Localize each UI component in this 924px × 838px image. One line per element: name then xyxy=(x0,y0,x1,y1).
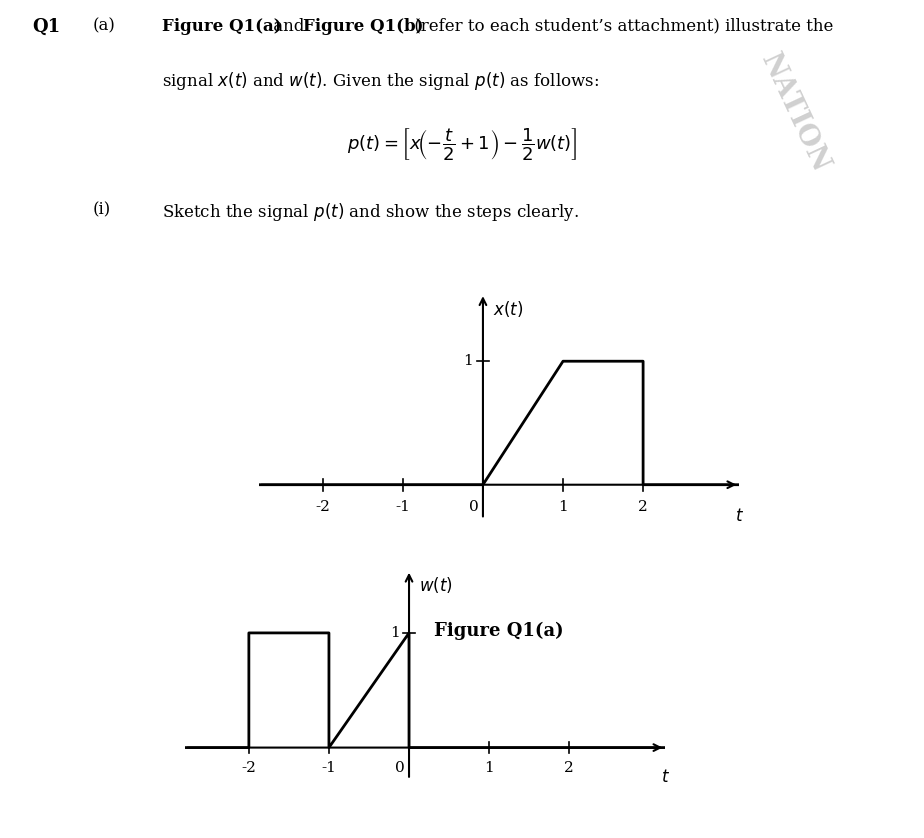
Text: Q1: Q1 xyxy=(32,18,60,35)
Text: (a): (a) xyxy=(92,18,116,34)
Text: -2: -2 xyxy=(315,499,330,514)
Text: 0: 0 xyxy=(469,499,479,514)
Text: -1: -1 xyxy=(395,499,410,514)
Text: (refer to each student’s attachment) illustrate the: (refer to each student’s attachment) ill… xyxy=(409,18,833,34)
Text: -1: -1 xyxy=(322,762,336,775)
Text: Figure Q1(b): Figure Q1(b) xyxy=(303,18,423,34)
Text: $t$: $t$ xyxy=(736,507,744,525)
Text: 1: 1 xyxy=(484,762,494,775)
Text: NATION: NATION xyxy=(755,49,834,177)
Text: $x(t)$: $x(t)$ xyxy=(492,299,523,319)
Text: 1: 1 xyxy=(390,626,399,640)
Text: signal $x(t)$ and $w(t)$. Given the signal $p(t)$ as follows:: signal $x(t)$ and $w(t)$. Given the sign… xyxy=(162,70,599,92)
Text: Figure Q1(a): Figure Q1(a) xyxy=(162,18,281,34)
Text: 2: 2 xyxy=(565,762,574,775)
Text: (i): (i) xyxy=(92,201,111,218)
Text: Sketch the signal $p(t)$ and show the steps clearly.: Sketch the signal $p(t)$ and show the st… xyxy=(162,201,578,223)
Text: 1: 1 xyxy=(464,354,473,368)
Text: $t$: $t$ xyxy=(662,768,670,786)
Text: 2: 2 xyxy=(638,499,648,514)
Text: -2: -2 xyxy=(241,762,256,775)
Text: and: and xyxy=(268,18,310,34)
Text: Figure Q1(a): Figure Q1(a) xyxy=(434,622,564,640)
Text: $w(t)$: $w(t)$ xyxy=(419,575,453,595)
Text: $p(t) = \left[x\!\left(-\dfrac{t}{2}+1\right)-\dfrac{1}{2}w(t)\right]$: $p(t) = \left[x\!\left(-\dfrac{t}{2}+1\r… xyxy=(346,126,578,162)
Text: 1: 1 xyxy=(558,499,568,514)
Text: 0: 0 xyxy=(395,762,405,775)
